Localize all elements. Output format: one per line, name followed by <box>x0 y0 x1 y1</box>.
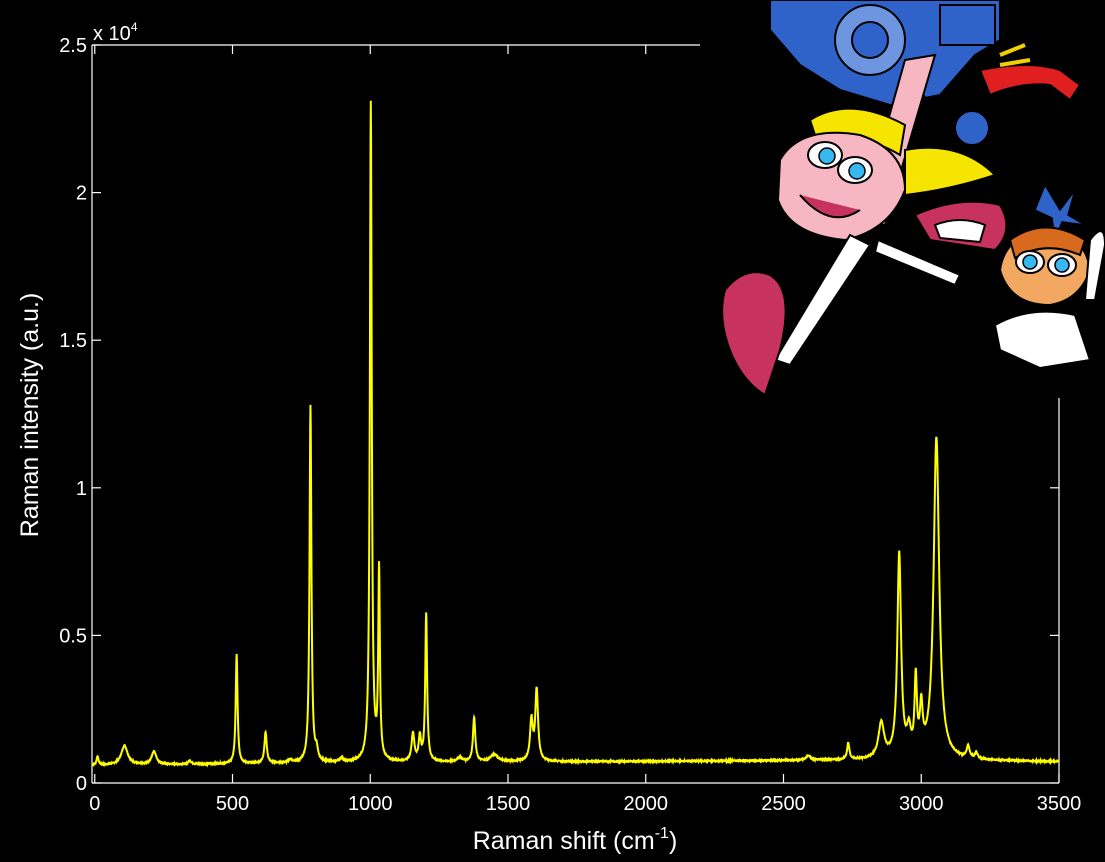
x-tick-label: 2000 <box>624 793 669 815</box>
dexter-illustration <box>993 183 1105 370</box>
y-tick-label: 1 <box>76 478 87 500</box>
x-tick-label: 1500 <box>486 793 531 815</box>
spectrum-line <box>91 100 1060 768</box>
cartoon-characters-illustration <box>721 0 1105 397</box>
x-tick-label: 500 <box>216 793 249 815</box>
x-tick-label: 3000 <box>899 793 944 815</box>
ticks <box>92 44 1060 784</box>
plot-area <box>91 100 1060 768</box>
x-axis-title: Raman shift (cm-1) <box>473 825 678 855</box>
y-tick-label: 2.5 <box>59 35 87 57</box>
y-multiplier: x 104 <box>93 20 138 45</box>
x-tick-label: 2500 <box>761 793 806 815</box>
y-tick-label: 0.5 <box>59 625 87 647</box>
x-tick-label: 0 <box>89 793 100 815</box>
y-axis-title: Raman intensity (a.u.) <box>16 293 44 538</box>
x-tick-label: 1000 <box>348 793 393 815</box>
tick-labels: 0 500 1000 1500 2000 2500 3000 3500 0 0.5 1 1.5 2 2.5 <box>59 35 1081 815</box>
x-tick-label: 3500 <box>1037 793 1082 815</box>
y-tick-label: 1.5 <box>59 330 87 352</box>
robot-gadget-illustration <box>769 0 1082 146</box>
axes <box>91 44 1060 784</box>
dee-dee-illustration <box>721 53 1008 397</box>
y-tick-label: 2 <box>76 183 87 205</box>
y-tick-label: 0 <box>76 773 87 795</box>
